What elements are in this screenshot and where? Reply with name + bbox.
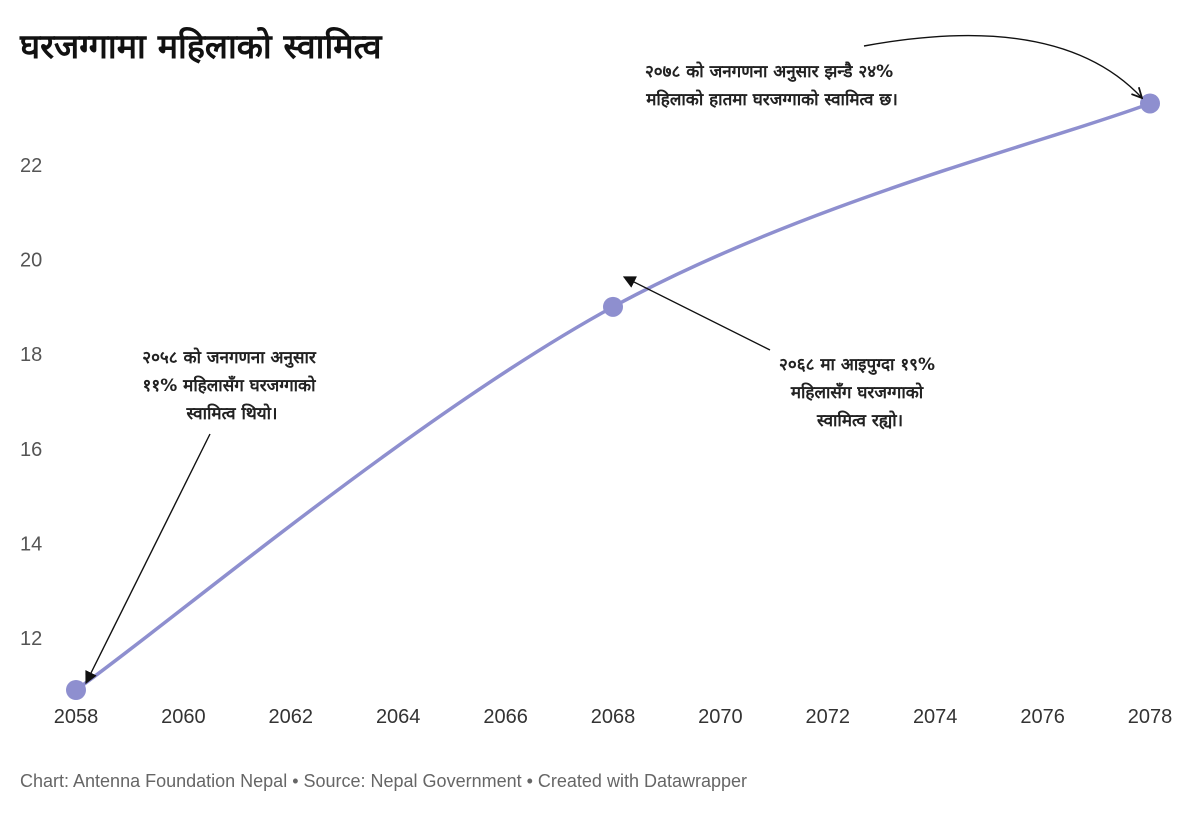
chart-title: घरजग्गामा महिलाको स्वामित्व [19, 26, 383, 67]
x-tick-label: 2060 [161, 706, 206, 728]
annotation-2078-arrow [863, 34, 1142, 98]
data-point-2058 [66, 680, 86, 700]
y-tick-label: 20 [20, 250, 42, 272]
x-tick-label: 2070 [698, 706, 743, 728]
y-tick-label: 14 [20, 533, 42, 555]
y-axis: 12 14 16 18 20 22 [20, 155, 42, 650]
annotation-2068-line-1: २०६८ मा आइपुग्दा १९% [779, 355, 935, 375]
x-tick-label: 2058 [54, 706, 99, 728]
annotation-2058-arrow [85, 433, 211, 685]
x-tick-label: 2064 [376, 706, 421, 728]
x-tick-label: 2068 [591, 706, 636, 728]
y-tick-label: 12 [20, 628, 42, 650]
data-points [66, 93, 1160, 700]
chart-footer: Chart: Antenna Foundation Nepal • Source… [20, 771, 747, 791]
y-tick-label: 16 [20, 439, 42, 461]
x-axis: 2058 2060 2062 2064 2066 2068 2070 2072 2074 2076… [54, 706, 1173, 728]
annotation-2058-line-1: २०५८ को जनगणना अनुसार [142, 347, 317, 368]
data-point-2068 [603, 296, 623, 317]
x-tick-label: 2066 [483, 706, 528, 728]
annotation-2068: २०६८ मा आइपुग्दा १९% महिलासँग घरजग्गाको … [779, 355, 941, 431]
series-line [74, 101, 1152, 692]
annotation-2058: २०५८ को जनगणना अनुसार ११% महिलासँग घरजग्… [142, 347, 322, 424]
x-tick-label: 2078 [1128, 706, 1173, 728]
x-tick-label: 2072 [806, 706, 851, 728]
annotation-2078-line-2: महिलाको हातमा घरजग्गाको स्वामित्व छ। [645, 89, 898, 110]
y-tick-label: 18 [20, 344, 42, 366]
y-tick-label: 22 [20, 155, 42, 177]
annotation-2078-line-1: २०७८ को जनगणना अनुसार झन्डै २४% [645, 61, 893, 82]
annotation-2068-line-3: स्वामित्व रह्यो। [816, 410, 903, 431]
annotation-2058-line-2: ११% महिलासँग घरजग्गाको [143, 375, 317, 396]
x-tick-label: 2076 [1020, 706, 1065, 728]
annotation-2078: २०७८ को जनगणना अनुसार झन्डै २४% महिलाको … [645, 61, 899, 110]
annotation-2068-line-2: महिलासँग घरजग्गाको [790, 382, 924, 403]
x-tick-label: 2062 [269, 706, 314, 728]
data-point-2078 [1140, 93, 1160, 114]
x-tick-label: 2074 [913, 706, 958, 728]
annotation-2068-arrow [622, 276, 771, 351]
annotation-2058-line-3: स्वामित्व थियो। [186, 403, 278, 424]
